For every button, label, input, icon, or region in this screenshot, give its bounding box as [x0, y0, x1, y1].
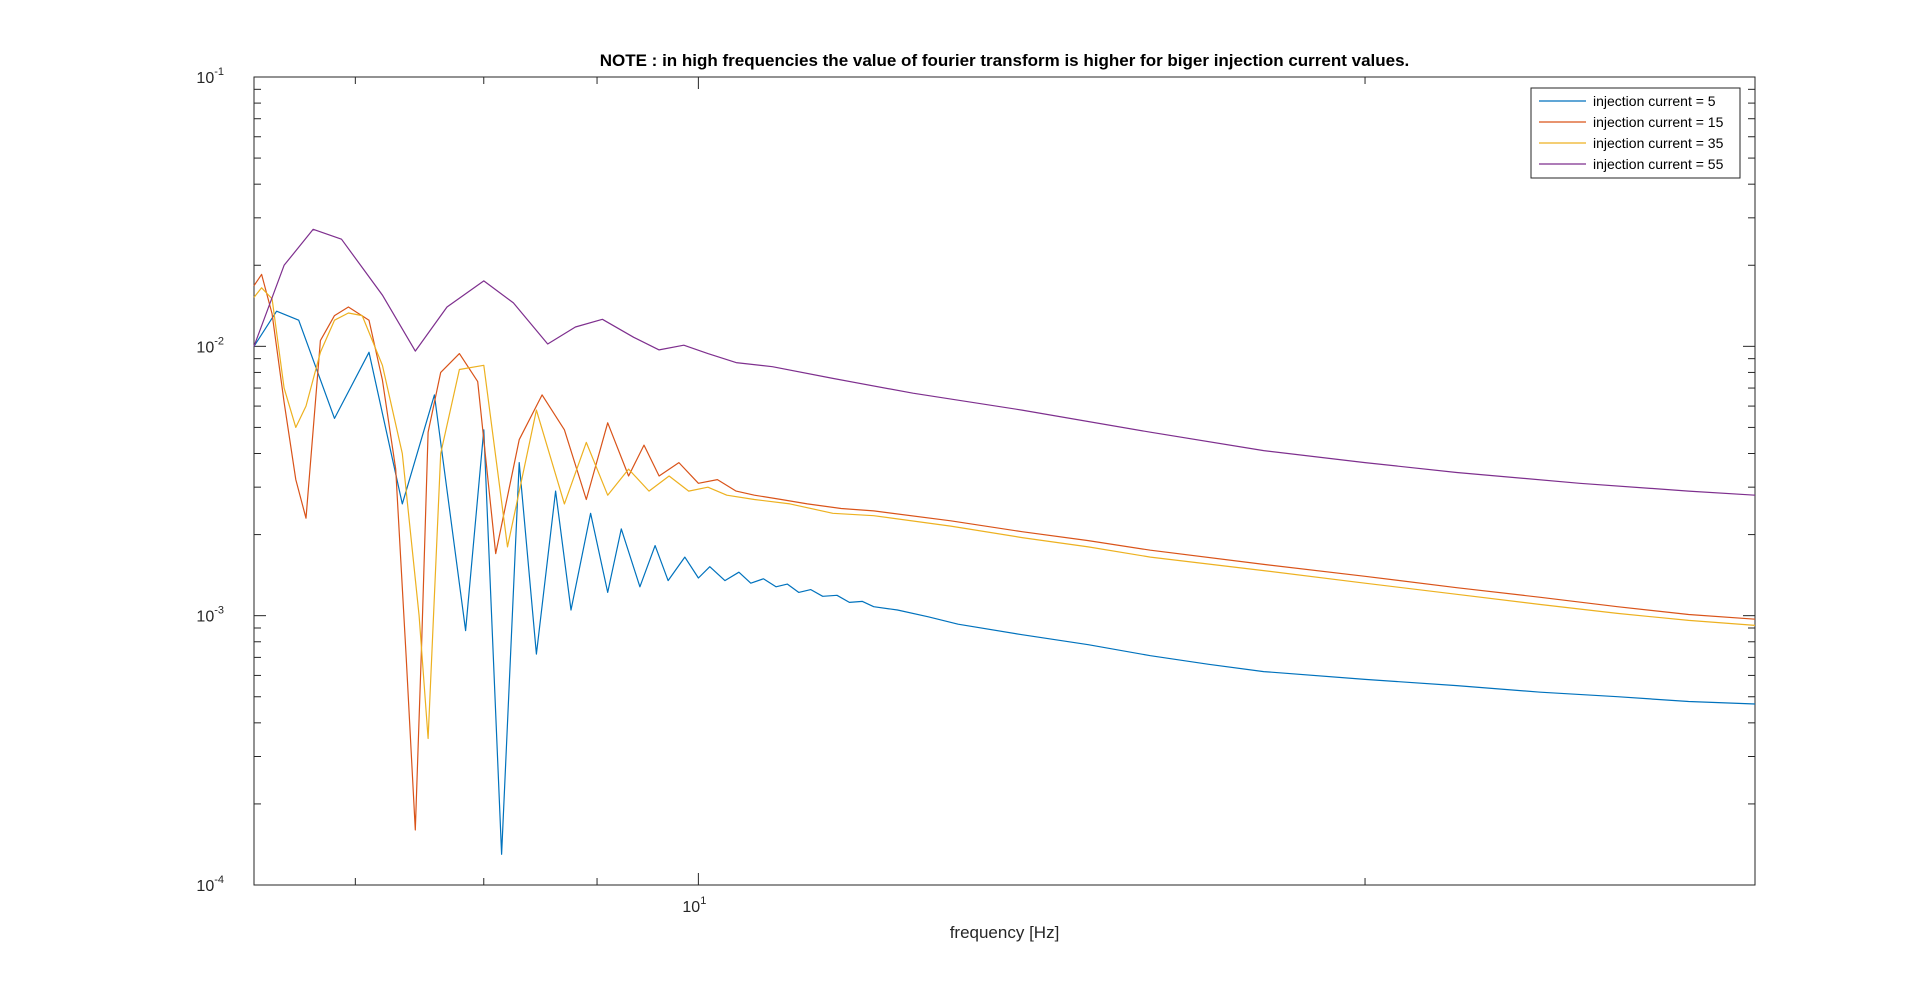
legend-label: injection current = 5 [1593, 93, 1716, 109]
axes-box [253, 76, 1756, 886]
plot-lines [253, 228, 1756, 855]
series-line-1 [253, 310, 1756, 855]
y-tick-label: 10-4 [196, 874, 224, 895]
chart-title: NOTE : in high frequencies the value of … [600, 51, 1410, 70]
y-tick-label: 10-2 [196, 335, 224, 356]
series-line-2 [253, 273, 1756, 831]
y-tick-label: 10-3 [196, 605, 224, 626]
series-line-3 [253, 287, 1756, 740]
legend-box [1530, 87, 1741, 179]
tick-labels: 10-1 10-2 10-3 10-4 101 [196, 66, 706, 916]
legend-label: injection current = 15 [1593, 114, 1724, 130]
x-tick-label: 101 [682, 895, 706, 916]
x-axis-label: frequency [Hz] [950, 923, 1060, 942]
legend-label: injection current = 35 [1593, 135, 1724, 151]
y-tick-label: 10-1 [196, 66, 224, 87]
minor-ticks [254, 77, 1756, 886]
legend-label: injection current = 55 [1593, 156, 1724, 172]
series-line-4 [253, 228, 1756, 496]
legend: injection current = 5 injection current =… [1530, 87, 1741, 179]
